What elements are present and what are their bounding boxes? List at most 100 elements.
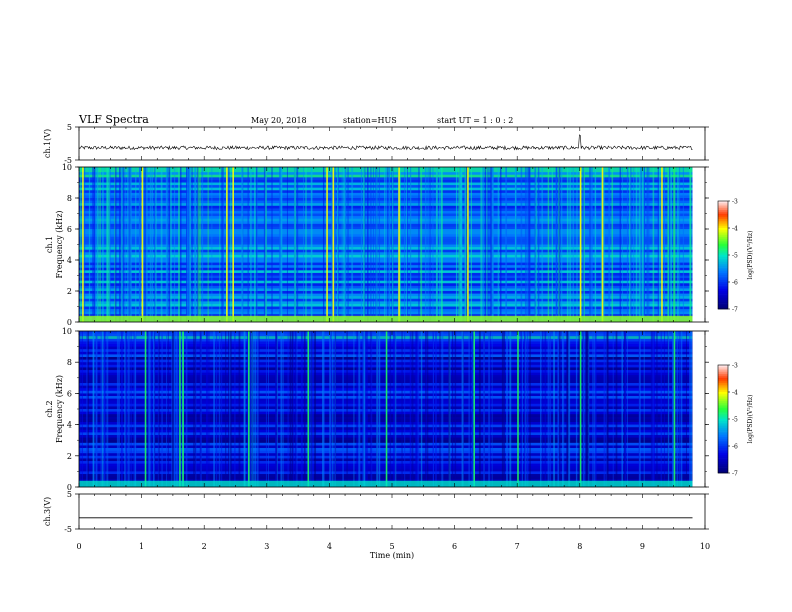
spectrogram-stripe	[506, 167, 508, 322]
freq-tick-label: 4	[67, 256, 72, 265]
spectrogram-stripe	[462, 331, 464, 487]
spectrogram-stripe	[553, 331, 556, 487]
spectrogram-stripe	[586, 331, 589, 487]
spectrogram-stripe	[384, 167, 386, 322]
colorbar-swatch	[718, 238, 728, 241]
amplitude-tick-label: 5	[67, 123, 72, 132]
spectrogram-stripe	[535, 167, 538, 322]
spectrogram-stripe	[201, 167, 204, 322]
colorbar-swatch	[718, 201, 728, 204]
spectrogram-stripe	[366, 167, 369, 322]
spectrogram-stripe	[294, 167, 297, 322]
spectrogram-stripe	[460, 167, 463, 322]
spectrogram-stripe	[677, 167, 679, 322]
spectrogram-stripe	[280, 167, 282, 322]
spectrogram-stripe	[197, 167, 199, 322]
colorbar-swatch	[718, 419, 728, 422]
colorbar-swatch	[718, 406, 728, 409]
spectrogram-stripe	[102, 331, 104, 487]
spectrogram-stripe	[243, 331, 245, 487]
spectrogram-stripe	[370, 331, 372, 487]
spectrogram-stripe	[668, 167, 670, 322]
spectrogram-stripe	[189, 167, 191, 322]
spectrogram-bright-line	[385, 331, 388, 487]
spectrogram-stripe	[143, 167, 145, 322]
colorbar-swatch	[718, 211, 728, 214]
spectrogram-bright-line	[226, 167, 228, 322]
colorbar-swatch	[718, 458, 728, 461]
spectrogram-stripe	[603, 167, 605, 322]
spectrogram-stripe	[624, 331, 627, 487]
colorbar-swatch	[718, 368, 728, 371]
spectrogram-stripe	[572, 167, 574, 322]
freq-tick-label: 8	[67, 194, 72, 203]
spectrogram-stripe	[551, 167, 553, 322]
spectrogram-stripe	[469, 331, 472, 487]
channel-axis-label: ch.1(V)	[43, 129, 52, 158]
spectrogram-bright-line	[473, 331, 475, 487]
colorbar-swatch	[718, 435, 728, 438]
spectrogram-stripe	[186, 167, 188, 322]
spectrogram-stripe	[127, 331, 129, 487]
spectrogram-stripe	[629, 167, 631, 322]
spectrogram-bright-line	[179, 331, 181, 487]
colorbar-swatch	[718, 204, 728, 207]
spectrogram-stripe	[128, 331, 130, 487]
spectrogram-stripe	[102, 167, 104, 322]
spectrogram-stripe	[501, 331, 504, 487]
colorbar-swatch	[718, 420, 728, 423]
freq-tick-label: 8	[67, 358, 72, 367]
panel-frame	[78, 166, 706, 323]
spectrogram-stripe	[558, 167, 561, 322]
colorbar-tick-label: -6	[732, 280, 738, 287]
figure-title: VLF Spectra	[78, 113, 149, 126]
spectrogram-stripe	[642, 167, 645, 322]
colorbar-swatch	[718, 402, 728, 405]
spectrogram-stripe	[673, 167, 676, 322]
spectrogram-stripe	[465, 167, 467, 322]
colorbar-swatch	[718, 219, 728, 222]
amplitude-tick-label: -5	[64, 525, 72, 534]
spectrogram-stripe	[619, 167, 622, 322]
spectrogram-stripe	[93, 167, 95, 322]
time-tick-label: 1	[139, 542, 144, 551]
spectrogram-bright-line	[517, 331, 519, 487]
spectrogram-stripe	[122, 167, 125, 322]
spectrogram-stripe	[626, 167, 629, 322]
spectrogram-stripe	[188, 167, 190, 322]
spectrogram-stripe	[417, 331, 420, 487]
spectrogram-stripe	[387, 167, 388, 322]
spectrogram-stripe	[296, 167, 299, 322]
spectrogram-stripe	[191, 167, 193, 322]
spectrogram-stripe	[173, 331, 176, 487]
spectrogram-stripe	[635, 167, 638, 322]
spectrogram-bright-line	[144, 331, 147, 487]
spectrogram-stripe	[410, 167, 412, 322]
spectrogram-stripe	[351, 167, 354, 322]
colorbar-swatch	[718, 377, 728, 380]
colorbar-swatch	[718, 251, 728, 254]
spectrogram-stripe	[615, 331, 618, 487]
colorbar-swatch	[718, 267, 728, 270]
spectrogram-stripe	[221, 167, 223, 322]
colorbar-swatch	[718, 260, 728, 263]
channel-label: ch.1	[45, 236, 54, 253]
spectrogram-stripe	[526, 167, 529, 322]
colorbar-swatch	[718, 289, 728, 292]
colorbar-swatch	[718, 217, 728, 220]
spectrogram-stripe	[168, 167, 171, 322]
spectrogram-stripe	[230, 167, 232, 322]
spectrogram-stripe	[497, 167, 500, 322]
spectrogram-stripe	[343, 167, 346, 322]
colorbar-swatch	[718, 397, 728, 400]
spectrogram-low-band	[79, 315, 693, 322]
spectrogram-stripe	[133, 331, 136, 487]
colorbar-swatch	[718, 226, 728, 229]
spectrogram-stripe	[332, 331, 334, 487]
spectrogram-stripe	[606, 331, 608, 487]
panel-frame	[78, 126, 706, 161]
spectrogram-stripe	[480, 167, 483, 322]
spectrogram-stripe	[171, 331, 173, 487]
spectrogram-stripe	[521, 331, 524, 487]
spectrogram-stripe	[547, 167, 550, 322]
